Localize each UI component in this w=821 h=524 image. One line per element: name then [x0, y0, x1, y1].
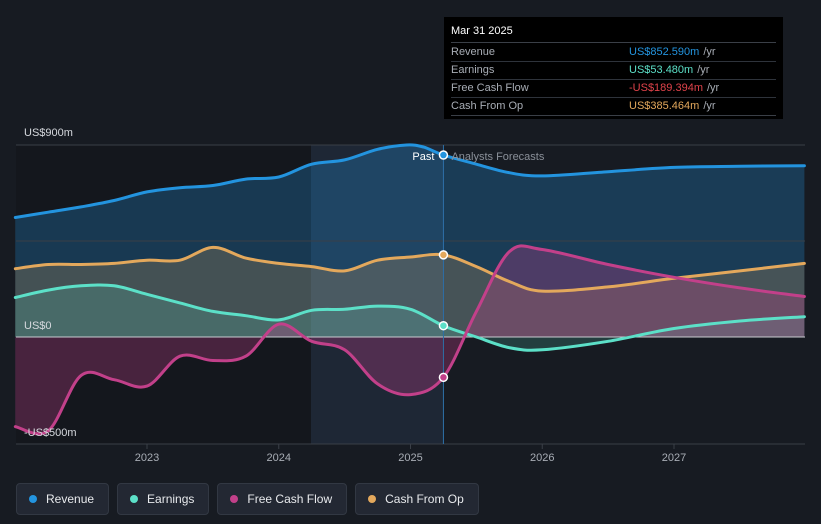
x-tick-label: 2026: [530, 452, 554, 464]
y-tick-label: US$900m: [24, 127, 73, 139]
legend-label: Earnings: [147, 492, 194, 506]
y-tick-label: US$0: [24, 320, 52, 332]
tooltip: Mar 31 2025 Revenue US$852.590m /yr Earn…: [444, 17, 783, 119]
tooltip-unit: /yr: [697, 62, 709, 79]
legend-item-revenue[interactable]: Revenue: [16, 483, 109, 515]
tooltip-value: US$53.480m: [629, 62, 693, 79]
legend-item-free-cash-flow[interactable]: Free Cash Flow: [217, 483, 347, 515]
tooltip-unit: /yr: [703, 44, 715, 61]
cash-from-op-dot-icon: [368, 495, 376, 503]
free-cash-flow-dot-icon: [230, 495, 238, 503]
tooltip-row-cfo: Cash From Op US$385.464m /yr: [451, 98, 776, 116]
revenue-marker: [439, 151, 447, 159]
tooltip-label: Cash From Op: [451, 98, 629, 115]
tooltip-row-revenue: Revenue US$852.590m /yr: [451, 44, 776, 62]
forecast-label: Analysts Forecasts: [451, 151, 544, 163]
legend-item-earnings[interactable]: Earnings: [117, 483, 209, 515]
tooltip-label: Revenue: [451, 44, 629, 61]
tooltip-row-earnings: Earnings US$53.480m /yr: [451, 62, 776, 80]
x-tick-label: 2025: [398, 452, 422, 464]
past-label: Past: [412, 151, 434, 163]
x-tick-label: 2027: [662, 452, 686, 464]
tooltip-value: -US$189.394m: [629, 80, 703, 97]
x-axis: 2023 2024 2025 2026 2027: [135, 444, 686, 464]
legend-label: Free Cash Flow: [247, 492, 332, 506]
tooltip-unit: /yr: [703, 98, 715, 115]
tooltip-label: Earnings: [451, 62, 629, 79]
earnings-dot-icon: [130, 495, 138, 503]
x-tick-label: 2024: [267, 452, 291, 464]
legend-label: Cash From Op: [385, 492, 464, 506]
fcf-marker: [439, 373, 447, 381]
tooltip-value: US$385.464m: [629, 98, 699, 115]
tooltip-label: Free Cash Flow: [451, 80, 629, 97]
legend-label: Revenue: [46, 492, 94, 506]
x-tick-label: 2023: [135, 452, 159, 464]
tooltip-row-fcf: Free Cash Flow -US$189.394m /yr: [451, 80, 776, 98]
tooltip-value: US$852.590m: [629, 44, 699, 61]
tooltip-unit: /yr: [707, 80, 719, 97]
y-tick-label: -US$500m: [24, 427, 77, 439]
cfo-marker: [439, 251, 447, 259]
tooltip-date: Mar 31 2025: [451, 23, 776, 43]
revenue-dot-icon: [29, 495, 37, 503]
earnings-marker: [439, 322, 447, 330]
legend-item-cash-from-op[interactable]: Cash From Op: [355, 483, 479, 515]
legend: Revenue Earnings Free Cash Flow Cash Fro…: [16, 483, 479, 515]
